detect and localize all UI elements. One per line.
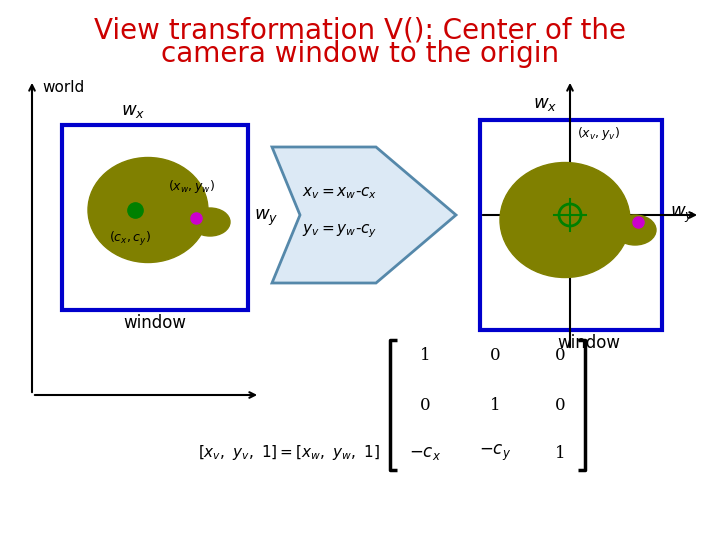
- Text: 0: 0: [420, 396, 431, 414]
- Text: $y_v = y_w\text{-}c_y$: $y_v = y_w\text{-}c_y$: [302, 222, 378, 240]
- Text: $-c_y$: $-c_y$: [479, 443, 511, 463]
- Text: $x_v = x_w\text{-}c_x$: $x_v = x_w\text{-}c_x$: [302, 185, 378, 201]
- Ellipse shape: [500, 163, 630, 278]
- Text: $(x_w, y_w)$: $(x_w, y_w)$: [168, 178, 215, 195]
- Text: $w_x$: $w_x$: [120, 102, 145, 120]
- Polygon shape: [272, 147, 456, 283]
- Bar: [480, 120, 662, 330]
- Text: 0: 0: [554, 396, 565, 414]
- Text: 1: 1: [420, 347, 431, 363]
- Text: window: window: [124, 314, 186, 332]
- Text: View transformation V(): Center of the: View transformation V(): Center of the: [94, 16, 626, 44]
- Text: window: window: [558, 334, 621, 352]
- Text: 1: 1: [490, 396, 500, 414]
- Ellipse shape: [88, 158, 208, 262]
- Text: $w_y$: $w_y$: [670, 205, 694, 225]
- Text: $w_y$: $w_y$: [254, 207, 279, 227]
- Text: camera window to the origin: camera window to the origin: [161, 40, 559, 68]
- Bar: [62, 125, 248, 310]
- Text: 0: 0: [554, 347, 565, 363]
- Text: $-c_x$: $-c_x$: [409, 444, 441, 462]
- Text: 1: 1: [554, 444, 565, 462]
- Text: $w_x$: $w_x$: [533, 95, 557, 113]
- Text: world: world: [42, 79, 84, 94]
- Text: $(c_x, c_y)$: $(c_x, c_y)$: [109, 230, 151, 248]
- Ellipse shape: [614, 215, 656, 245]
- Ellipse shape: [190, 208, 230, 236]
- Text: $[x_v,\ y_v,\ 1] = [x_w,\ y_w,\ 1]$: $[x_v,\ y_v,\ 1] = [x_w,\ y_w,\ 1]$: [198, 443, 380, 462]
- Text: $(x_v, y_v)$: $(x_v, y_v)$: [577, 125, 619, 142]
- Text: 0: 0: [490, 347, 500, 363]
